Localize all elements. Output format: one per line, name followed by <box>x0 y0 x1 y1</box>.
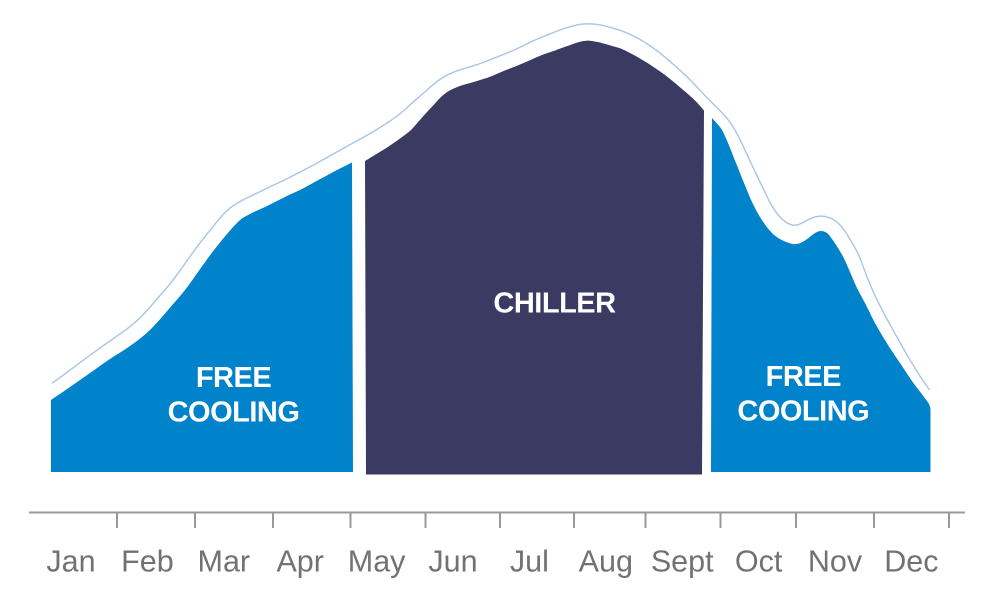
svg-text:Sept: Sept <box>651 545 714 579</box>
svg-text:COOLING: COOLING <box>168 397 300 429</box>
svg-text:Feb: Feb <box>121 545 174 579</box>
svg-text:FREE: FREE <box>196 362 272 394</box>
svg-text:Nov: Nov <box>808 545 863 579</box>
svg-text:May: May <box>348 545 406 579</box>
svg-text:Aug: Aug <box>579 545 633 579</box>
svg-text:Apr: Apr <box>276 545 323 579</box>
svg-text:FREE: FREE <box>766 361 842 393</box>
svg-text:Jan: Jan <box>46 545 95 579</box>
svg-text:COOLING: COOLING <box>737 396 869 428</box>
svg-text:Jul: Jul <box>510 545 549 579</box>
svg-text:Mar: Mar <box>198 545 251 579</box>
svg-text:Oct: Oct <box>735 545 783 579</box>
svg-text:Jun: Jun <box>428 545 477 579</box>
svg-text:Dec: Dec <box>884 545 938 579</box>
svg-text:CHILLER: CHILLER <box>493 288 616 320</box>
